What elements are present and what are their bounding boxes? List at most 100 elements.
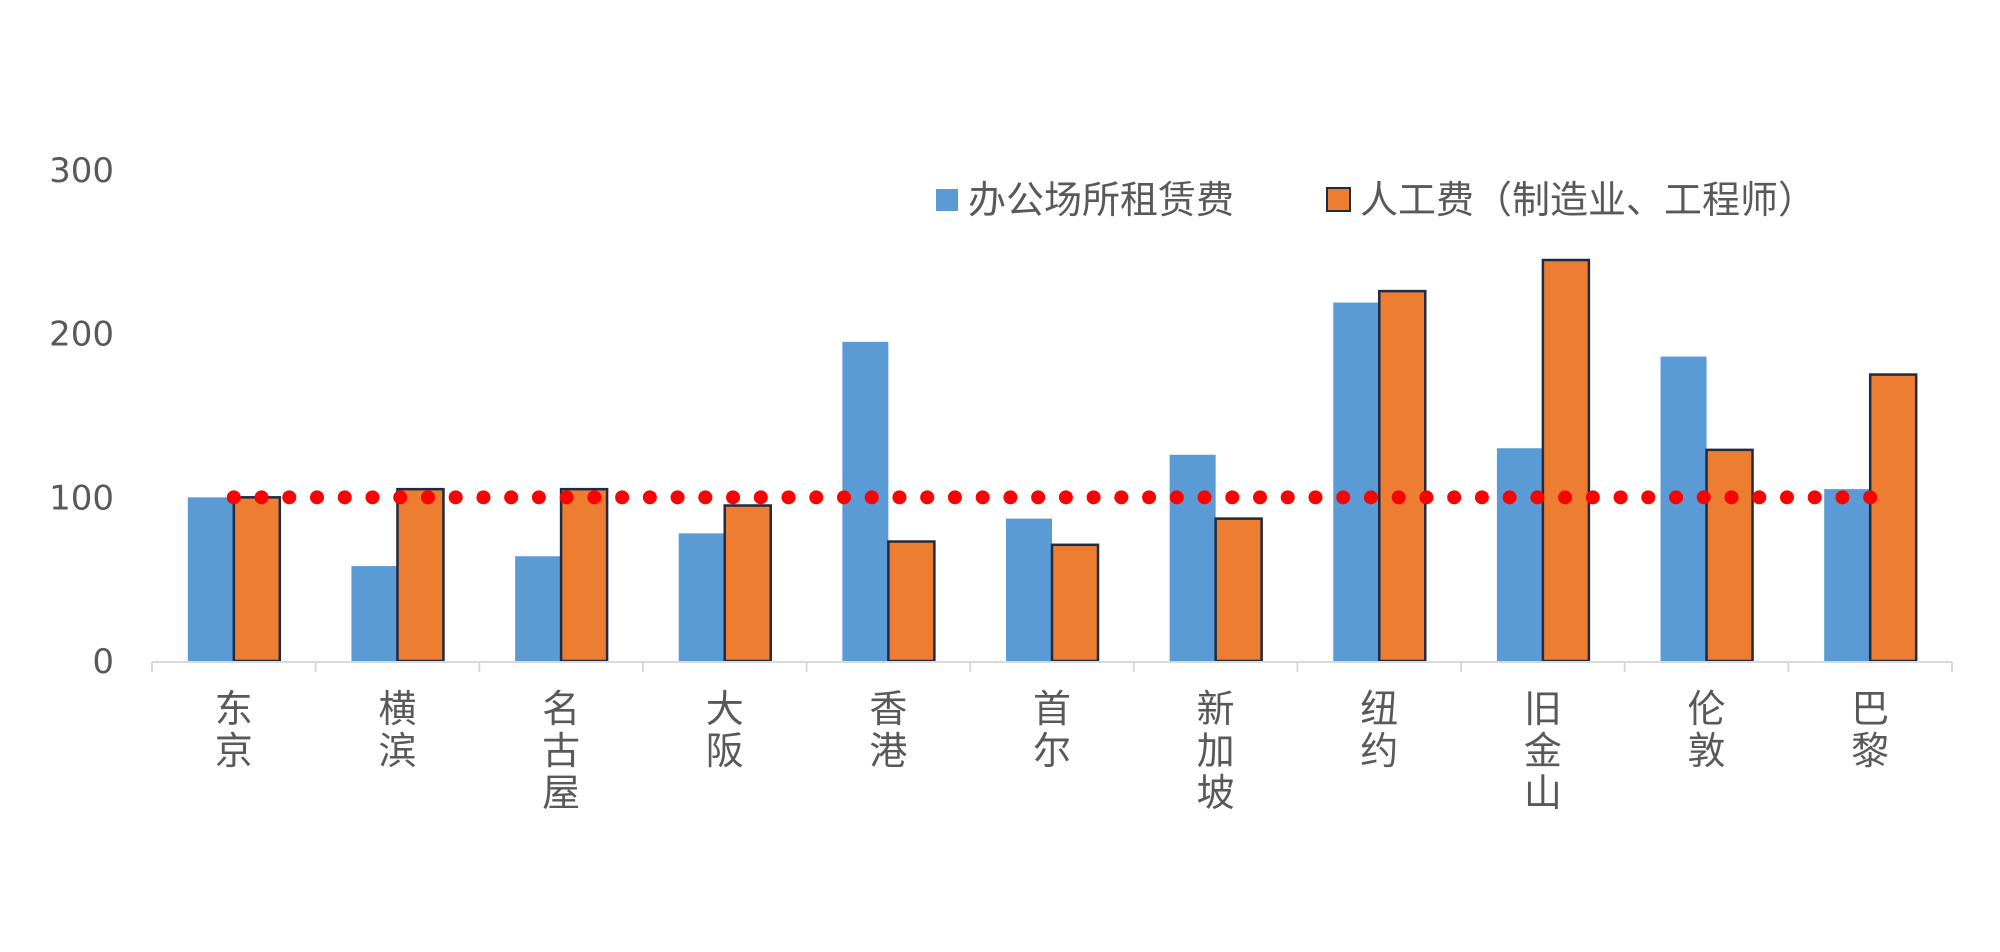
reference-dot xyxy=(531,490,546,505)
reference-dot xyxy=(1114,490,1129,505)
reference-dot xyxy=(310,490,325,505)
bar-labor xyxy=(723,504,772,663)
reference-dot xyxy=(559,490,574,505)
bar-labor xyxy=(1050,543,1100,663)
y-tick-label: 200 xyxy=(49,315,114,355)
x-tick-label: 首尔 xyxy=(1033,687,1071,773)
x-tick-label: 香港 xyxy=(869,687,907,773)
reference-dot xyxy=(1363,490,1378,505)
reference-dot xyxy=(615,490,630,505)
reference-dot xyxy=(1530,490,1545,505)
y-tick-label: 100 xyxy=(49,478,114,518)
reference-dot xyxy=(809,490,824,505)
reference-dot xyxy=(587,490,602,505)
reference-dot xyxy=(476,490,491,505)
reference-dot xyxy=(337,490,352,505)
reference-dot xyxy=(670,490,685,505)
reference-dot xyxy=(1835,490,1850,505)
y-tick-label: 300 xyxy=(49,151,114,191)
y-axis-ticks: 0 100 200 300 xyxy=(49,151,114,682)
reference-dot xyxy=(504,490,519,505)
reference-dot xyxy=(753,490,768,505)
legend-swatch-labor xyxy=(1326,187,1351,212)
bar-rent xyxy=(1006,518,1052,661)
x-tick-label: 新加坡 xyxy=(1197,687,1235,815)
reference-dot xyxy=(642,490,657,505)
reference-dot xyxy=(254,490,269,505)
reference-dot xyxy=(864,490,879,505)
reference-dot xyxy=(1225,490,1240,505)
bar-labor xyxy=(396,487,445,663)
reference-dot xyxy=(1197,490,1212,505)
legend-label-labor: 人工费（制造业、工程师） xyxy=(1360,178,1816,222)
x-axis-labels: 东京 横滨 名古屋 大阪 香港 首尔 新加坡 纽约 旧金山 伦敦 巴黎 xyxy=(215,687,1889,815)
reference-dot xyxy=(393,490,408,505)
reference-dot xyxy=(1752,490,1767,505)
legend-label-rent: 办公场所租赁费 xyxy=(968,178,1234,222)
reference-dot xyxy=(1003,490,1018,505)
reference-dot xyxy=(1280,490,1295,505)
reference-dot xyxy=(698,490,713,505)
bar-rent xyxy=(1496,448,1543,661)
reference-dot xyxy=(1447,490,1462,505)
bar-rent xyxy=(187,497,234,661)
bars xyxy=(187,258,1918,663)
reference-dot xyxy=(1253,490,1268,505)
reference-dot xyxy=(920,490,935,505)
x-axis xyxy=(151,661,1953,672)
x-tick-label: 旧金山 xyxy=(1524,687,1562,815)
bar-rent xyxy=(1824,489,1871,661)
x-tick-label: 东京 xyxy=(215,687,253,773)
x-tick-label: 伦敦 xyxy=(1688,687,1726,773)
x-tick-label: 巴黎 xyxy=(1851,687,1889,773)
reference-dot xyxy=(781,490,796,505)
reference-dot xyxy=(1502,490,1517,505)
legend-swatch-rent xyxy=(936,189,958,211)
x-tick-label: 大阪 xyxy=(706,687,744,773)
bar-rent xyxy=(1660,356,1707,661)
reference-dot xyxy=(1474,490,1489,505)
reference-dot xyxy=(1641,490,1656,505)
reference-dot xyxy=(1585,490,1600,505)
reference-dot xyxy=(1308,490,1323,505)
reference-dot xyxy=(1169,490,1184,505)
reference-dot xyxy=(1391,490,1406,505)
reference-dot xyxy=(365,490,380,505)
reference-dot xyxy=(1807,490,1822,505)
bar-labor xyxy=(1378,289,1427,663)
x-tick-label: 纽约 xyxy=(1360,687,1398,773)
reference-dot xyxy=(1613,490,1628,505)
bar-rent xyxy=(351,566,398,661)
reference-dot xyxy=(892,490,907,505)
legend: 办公场所租赁费 人工费（制造业、工程师） xyxy=(936,178,1816,222)
bar-rent xyxy=(842,341,889,661)
reference-dot xyxy=(975,490,990,505)
bar-labor xyxy=(1705,448,1754,663)
reference-dot xyxy=(1558,490,1573,505)
reference-dot xyxy=(947,490,962,505)
bar-labor xyxy=(232,496,282,663)
reference-dot xyxy=(1031,490,1046,505)
bar-labor xyxy=(1214,517,1263,663)
reference-dot xyxy=(1863,490,1878,505)
bar-labor xyxy=(559,487,609,663)
reference-line xyxy=(226,490,1878,505)
reference-dot xyxy=(1086,490,1101,505)
reference-dot xyxy=(1142,490,1157,505)
reference-dot xyxy=(1669,490,1684,505)
reference-dot xyxy=(448,490,463,505)
bar-rent xyxy=(1169,454,1216,661)
x-tick-label: 名古屋 xyxy=(542,687,580,815)
reference-dot xyxy=(726,490,741,505)
bar-rent xyxy=(515,556,562,661)
bar-labor xyxy=(887,540,936,663)
reference-dot xyxy=(282,490,297,505)
reference-dot xyxy=(1724,490,1739,505)
bar-rent xyxy=(1333,302,1380,661)
reference-dot xyxy=(1779,490,1794,505)
reference-dot xyxy=(420,490,435,505)
reference-dot xyxy=(1696,490,1711,505)
reference-dot xyxy=(226,490,241,505)
bar-rent xyxy=(678,533,725,661)
